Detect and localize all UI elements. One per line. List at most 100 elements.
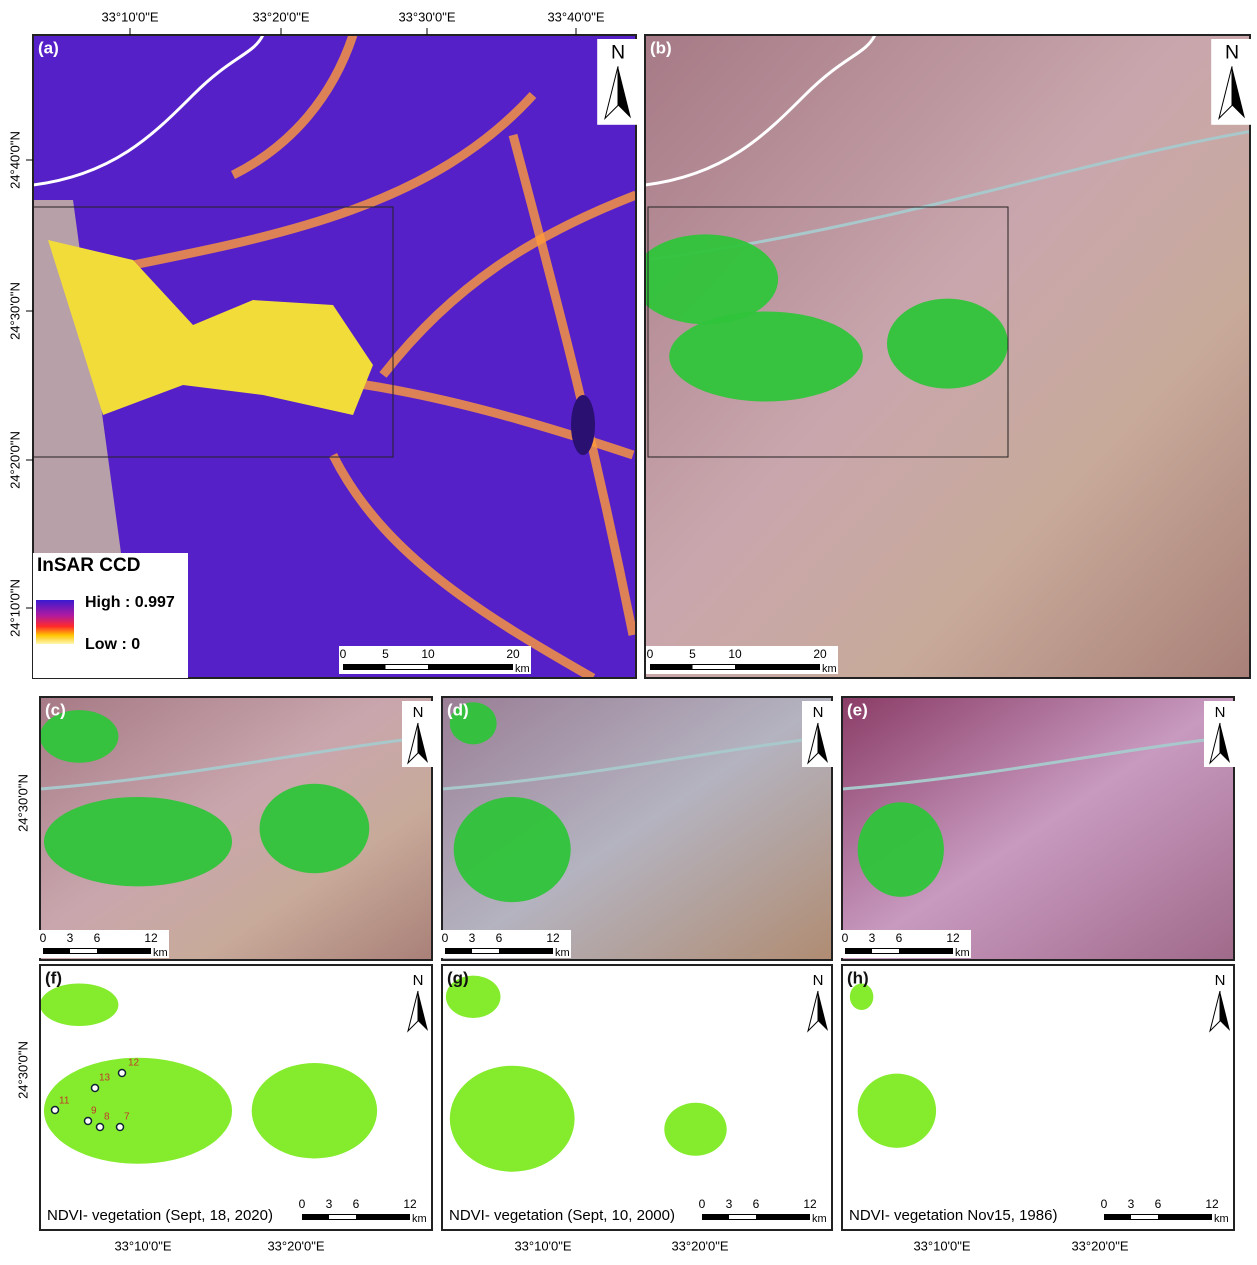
- vegetation: [669, 311, 863, 402]
- longitude-label: 33°20'0"E: [671, 1238, 728, 1253]
- dark-depression: [571, 395, 595, 455]
- scale-bar-white: [1131, 1215, 1158, 1219]
- inset-extent: [33, 206, 394, 458]
- map-image: [645, 35, 1250, 678]
- legend-title: InSAR CCD: [37, 555, 140, 576]
- panel-label: (d): [447, 700, 469, 719]
- vegetation: [887, 298, 1008, 389]
- panel-frame: [841, 696, 1235, 961]
- sample-point: [90, 1083, 100, 1093]
- scale-unit: km: [955, 947, 970, 959]
- border-line: [645, 35, 877, 187]
- vegetation: [645, 234, 779, 325]
- sample-label: 13: [99, 1073, 111, 1084]
- north-label: N: [1215, 704, 1226, 721]
- north-arrow: [1232, 66, 1245, 119]
- scale-tick: 3: [326, 1197, 333, 1211]
- low-coherence-channel: [379, 190, 636, 378]
- scale-tick: 10: [728, 647, 742, 661]
- ndvi-caption: NDVI- vegetation Nov15, 1986): [849, 1207, 1057, 1224]
- panel-frame: [39, 964, 433, 1231]
- scale-tick: 3: [469, 931, 476, 945]
- legend: InSAR CCD High : 0.997 Low : 0: [33, 553, 188, 678]
- north-arrow: [407, 990, 419, 1033]
- scale-tick: 20: [813, 647, 827, 661]
- scale-tick: 6: [353, 1197, 360, 1211]
- ndvi-caption: NDVI- vegetation (Sept, 18, 2020): [47, 1207, 273, 1224]
- panel-frame: [32, 34, 637, 679]
- north-label: N: [1225, 42, 1239, 64]
- north-label: N: [813, 704, 824, 721]
- border-line: [33, 35, 265, 187]
- scale-bar-white: [385, 665, 428, 669]
- wadi: [442, 734, 832, 791]
- north-arrow: [418, 991, 428, 1031]
- map-image: [40, 965, 432, 1230]
- scale-tick: 20: [506, 647, 520, 661]
- sample-label: 7: [124, 1112, 130, 1123]
- north-arrow: [807, 722, 819, 765]
- scale-bar-white: [472, 949, 499, 953]
- scale-bar-white: [329, 1215, 356, 1219]
- vegetation: [449, 1065, 575, 1172]
- panel-label: (g): [447, 968, 469, 987]
- map-image: [842, 965, 1234, 1230]
- low-coherence-channel: [230, 35, 358, 180]
- scale-unit: km: [555, 947, 570, 959]
- panel-frame: [841, 964, 1235, 1231]
- longitude-label: 33°20'0"E: [1071, 1238, 1128, 1253]
- vegetation: [449, 702, 497, 745]
- scale-tick: 0: [442, 931, 449, 945]
- vegetation: [445, 975, 501, 1018]
- scale-unit: km: [822, 663, 837, 675]
- scale-tick: 12: [1205, 1197, 1219, 1211]
- north-arrow: [407, 722, 419, 765]
- scale-tick: 5: [689, 647, 696, 661]
- inset-extent: [647, 206, 1009, 458]
- sample-label: 11: [59, 1096, 70, 1107]
- scale-tick: 12: [803, 1197, 817, 1211]
- map-panel: (h) N 0 3 6 12 km NDVI- vegetation Nov15, 1986): [841, 964, 1235, 1231]
- vegetation: [43, 796, 233, 887]
- north-arrow: [1218, 66, 1233, 121]
- scale-tick: 0: [1101, 1197, 1108, 1211]
- legend-ramp: [36, 600, 74, 644]
- scale-bar-white: [729, 1215, 756, 1219]
- vegetation: [40, 710, 119, 763]
- ndvi-caption: NDVI- vegetation (Sept, 10, 2000): [449, 1207, 675, 1224]
- scale-unit: km: [515, 663, 530, 675]
- sample-point: [95, 1122, 105, 1132]
- map-image: [442, 965, 832, 1230]
- panel-label: (h): [847, 968, 869, 987]
- sample-point: [115, 1122, 125, 1132]
- scale-tick: 12: [546, 931, 560, 945]
- map-image: [842, 697, 1234, 960]
- scale-tick: 3: [726, 1197, 733, 1211]
- north-arrow: [618, 66, 631, 119]
- longitude-label: 33°10'0"E: [101, 9, 158, 24]
- sample-label: 8: [104, 1112, 110, 1123]
- vegetation: [664, 1102, 727, 1156]
- north-label: N: [413, 704, 424, 721]
- panel-label: (a): [38, 38, 59, 57]
- scale-bar-white: [872, 949, 899, 953]
- vegetation: [453, 796, 571, 903]
- map-panel: (f) N 0 3 6 12 km NDVI- vegetation (Sept, 18, 2…: [39, 964, 433, 1231]
- panel-label: (b): [650, 38, 672, 57]
- longitude-label: 33°20'0"E: [252, 9, 309, 24]
- scale-tick: 3: [67, 931, 74, 945]
- panel-label: (c): [45, 700, 66, 719]
- panel-frame: [39, 696, 433, 961]
- longitude-label: 33°40'0"E: [547, 9, 604, 24]
- scale-tick: 6: [896, 931, 903, 945]
- latitude-label: 24°30'0"N: [15, 1041, 30, 1099]
- scale-unit: km: [412, 1213, 427, 1225]
- low-coherence-area: [48, 240, 373, 415]
- wadi: [842, 734, 1234, 791]
- scale-tick: 3: [869, 931, 876, 945]
- north-arrow: [818, 991, 828, 1031]
- longitude-label: 33°10'0"E: [114, 1238, 171, 1253]
- panel-label: (e): [847, 700, 868, 719]
- sample-point: [50, 1105, 60, 1115]
